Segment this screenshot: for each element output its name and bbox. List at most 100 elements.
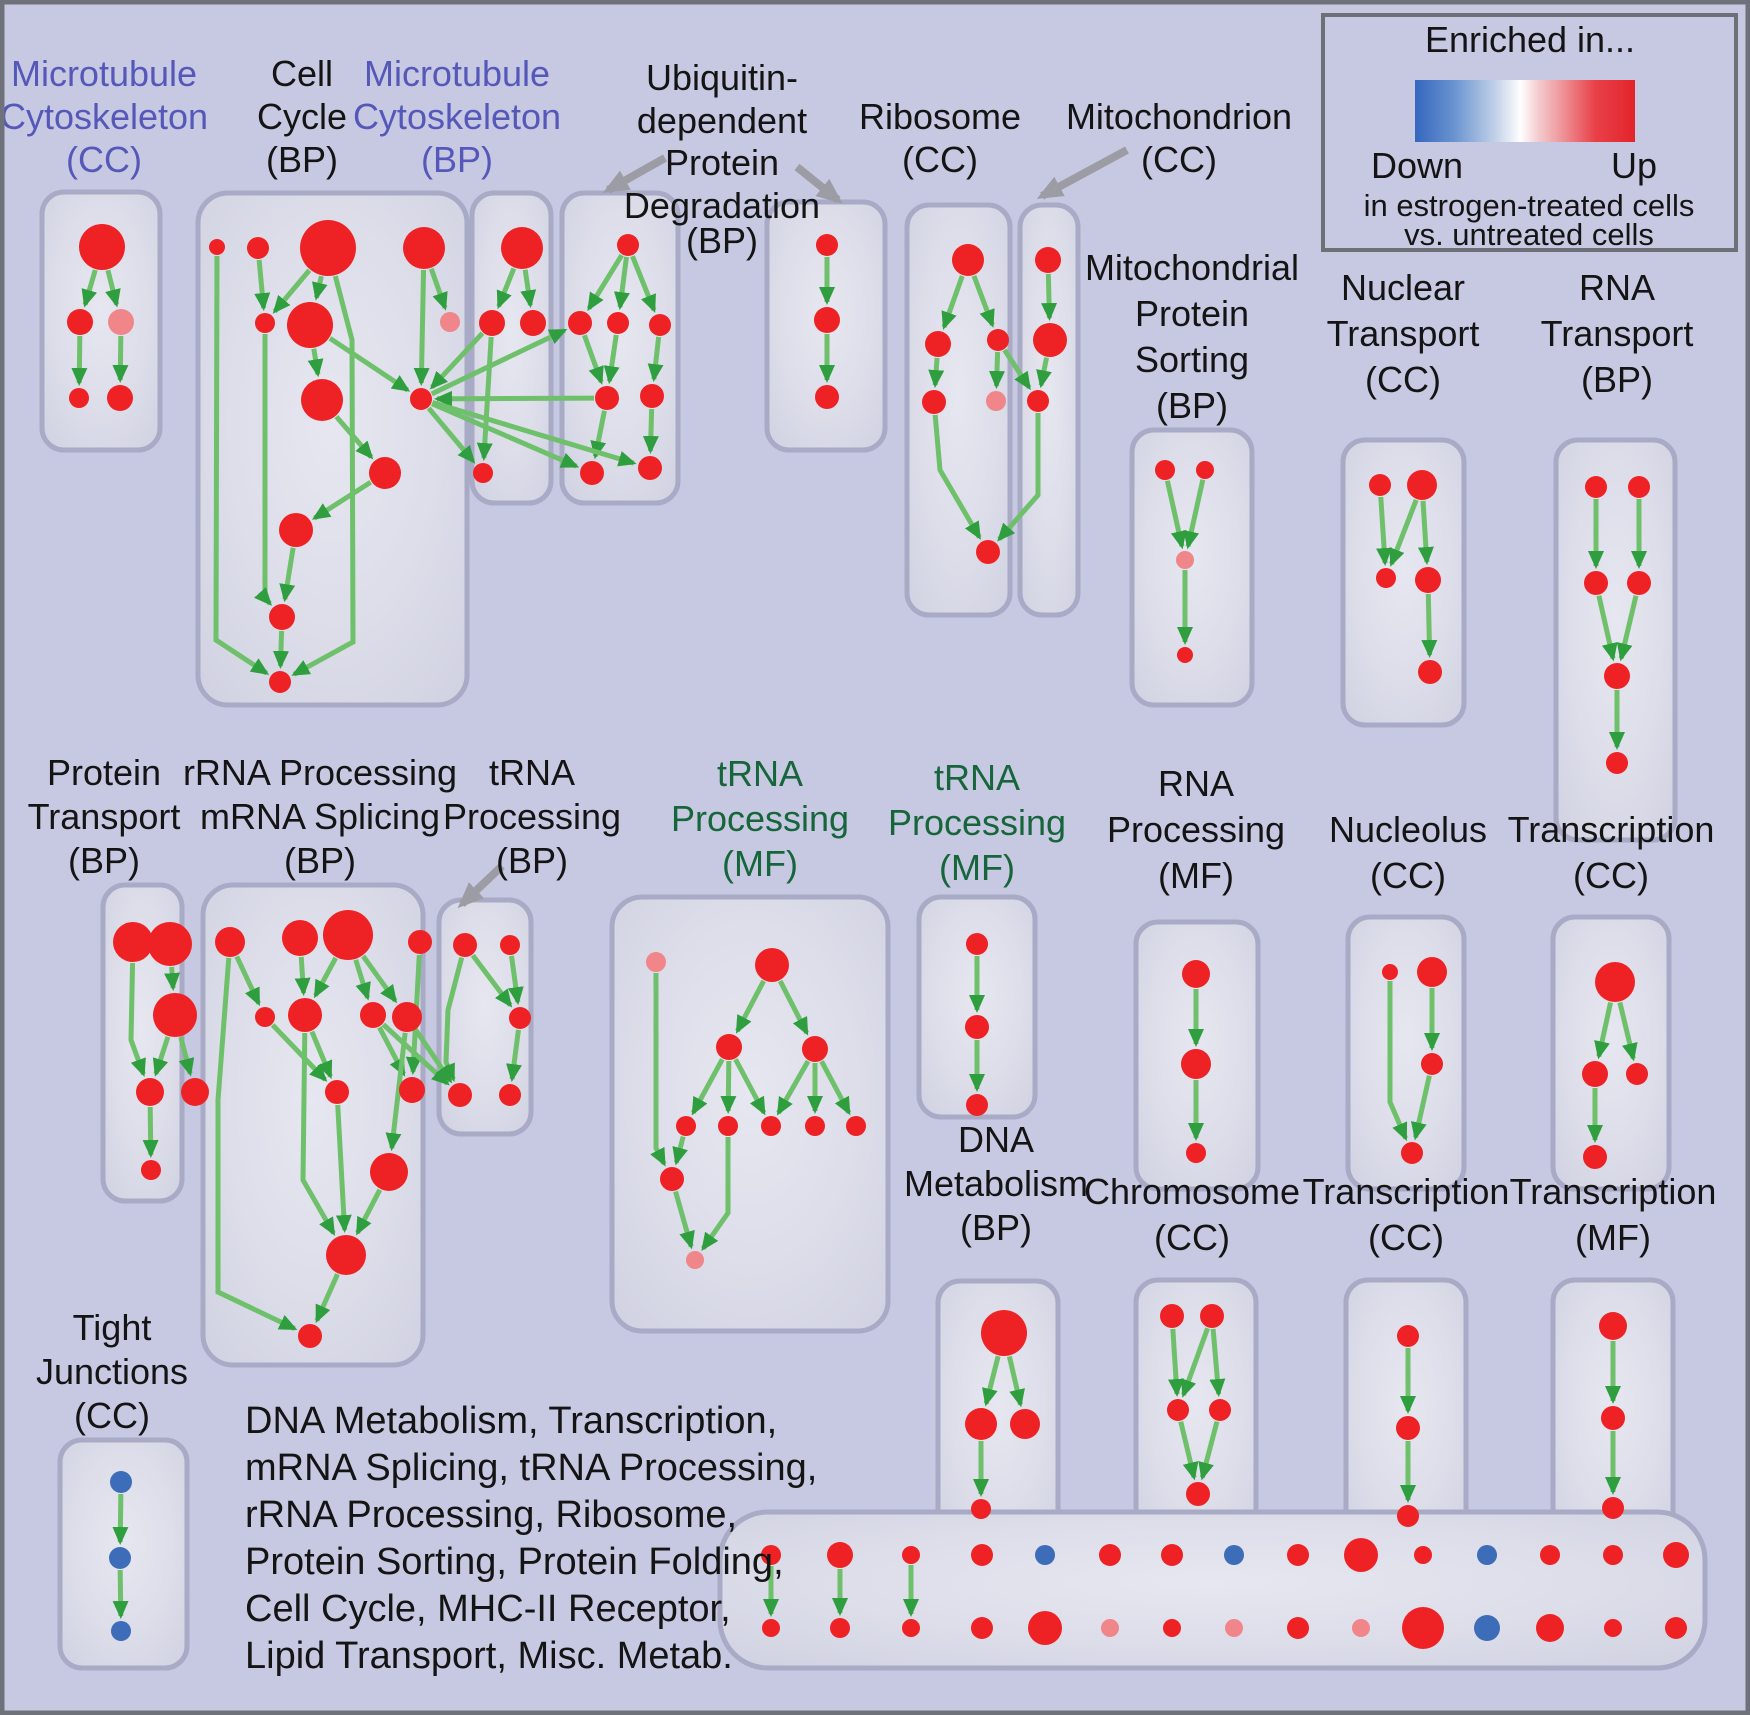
node-rnap-a [1182,960,1210,988]
node-bottom-bot-col15 [1665,1617,1687,1639]
cluster-label-dnam-line2: Metabolism [904,1163,1088,1204]
node-tbp-tr [500,935,520,955]
node-tbp-lowR [499,1084,521,1106]
cross-edge-rrna.m4-tbp.lowL [413,1028,453,1084]
cluster-label-tmf-line1: tRNA [717,753,803,794]
cluster-label-pt-line3: (BP) [68,840,140,881]
edge-dnam-big-lowL [982,1355,1001,1407]
legend-down-label: Down [1371,145,1463,186]
cluster-label-chr-line1: Chromosome [1084,1171,1300,1212]
cluster-label-mcc-line2: Cytoskeleton [0,96,208,137]
edge-cc-b1-b2 [272,630,289,670]
node-tmf-b3 [761,1116,781,1136]
node-rrna-n4 [408,930,432,954]
node-rrna-big5 [370,1153,408,1191]
cluster-label-rnat-line2: Transport [1541,313,1694,354]
cluster-label-ubq-line4: Degradation [624,185,820,226]
cluster-label-ubq-line1: Ubiquitin- [646,57,798,98]
node-cc-m2 [287,302,333,348]
node-mps-tr [1196,461,1214,479]
node-pt-bot [141,1160,161,1180]
cluster-label-rnap-line2: Processing [1107,809,1285,850]
node-cc-hub [410,388,432,410]
node-cc-t1 [209,239,225,255]
node-mps-tl [1155,460,1175,480]
cluster-label-tmf2-line3: (MF) [939,847,1015,888]
misc-categories-text-line1: DNA Metabolism, Transcription, [245,1400,777,1442]
node-ubq-b1 [580,461,604,485]
cluster-label-tbp-line2: Processing [443,796,621,837]
edge-mit-top-mid [1041,273,1058,322]
edge-chr-mr-bot [1198,1420,1220,1481]
node-tj-a [110,1471,132,1493]
cluster-label-cc-line1: Cell [271,53,333,94]
edge-rrna-n3-m4 [361,954,398,1004]
edge-rrna-m2-l1 [309,1030,333,1080]
node-bottom-top-col4 [971,1544,993,1566]
node-chr-tl [1160,1304,1184,1328]
edge-tmf-ml-b3 [733,1058,767,1116]
node-bottom-bot-col10 [1352,1619,1370,1637]
node-rrna-m1 [255,1007,275,1027]
edge-rrna-m1-l1 [270,1023,328,1082]
node-tbp-mid [509,1007,531,1029]
node-trcc2-c [1397,1505,1419,1527]
cluster-label-tmf2-line1: tRNA [934,757,1020,798]
cluster-box-mit [1017,202,1081,618]
edge-nut-tl-ml [1376,496,1393,567]
edge-tmf-mr-b3 [776,1059,811,1116]
node-bottom-top-col6 [1099,1544,1121,1566]
cluster-label-dnam-line3: (BP) [960,1207,1032,1248]
node-tj-c [111,1621,131,1641]
edge-ubq-l2-b2 [642,408,659,455]
node-tmf2-c [966,1094,988,1116]
node-rrna-l2 [399,1077,425,1103]
edge-mcc-big-pk [105,269,121,308]
node-trcc-ml [1582,1061,1608,1087]
cross-edge-mbp.ml-cc.hub [429,331,485,390]
node-tbp-tl [453,933,477,957]
node-rnap-c [1186,1143,1206,1163]
node-ubq-top [617,234,639,256]
edge-mps-tr-pk [1183,479,1206,550]
node-rrna-bot [298,1324,322,1348]
node-mbp-ml [479,310,505,336]
node-pt-a [113,922,153,962]
edge-chr-tr-ml [1181,1327,1210,1398]
edge-rrna-n2-m2 [294,956,311,997]
cluster-box-trcc [1550,914,1672,1192]
cross-edge-cc.hub-mbp.bot [426,406,476,464]
node-rrna-n3 [323,910,373,960]
node-nuc-mid [1421,1053,1443,1075]
node-bottom-top-col15 [1663,1542,1689,1568]
node-tbp-lowL [448,1083,472,1107]
node-pt-lowR [181,1078,209,1106]
cluster-label-tj-line1: Tight [73,1307,152,1348]
node-mcc-big [79,224,125,270]
cluster-label-rnap-line3: (MF) [1158,855,1234,896]
node-bottom-top-col3 [902,1546,920,1564]
edge-tmf-top-ml [735,979,766,1034]
cluster-label-tbp-line3: (BP) [496,840,568,881]
edge-cc-t2-m1 [254,259,271,312]
edge-pt-a-lowL [128,962,146,1077]
cluster-label-mps-line4: (BP) [1156,385,1228,426]
misc-categories-text-line6: Lipid Transport, Misc. Metab. [245,1635,733,1677]
node-mcc-ml [67,309,93,335]
node-nuc-tl [1382,964,1398,980]
node-tmf-b4 [805,1116,825,1136]
node-mit-mid [1033,323,1067,357]
edge-cc-m5-b1 [279,547,296,603]
edge-cc-t3-m1 [272,268,312,314]
node-rib-ml [925,331,951,357]
node-bottom-top-col10 [1344,1538,1378,1572]
edge-rrna-l1-join [335,1104,352,1234]
node-cc-m3 [301,379,343,421]
cluster-label-nuc-line1: Nucleolus [1329,809,1487,850]
edge-rrna-join-bot [314,1273,340,1324]
node-bottom-bot-col13 [1536,1614,1564,1642]
cluster-box-mps [1129,427,1255,708]
edge-nut-tb-mr [1417,500,1434,566]
